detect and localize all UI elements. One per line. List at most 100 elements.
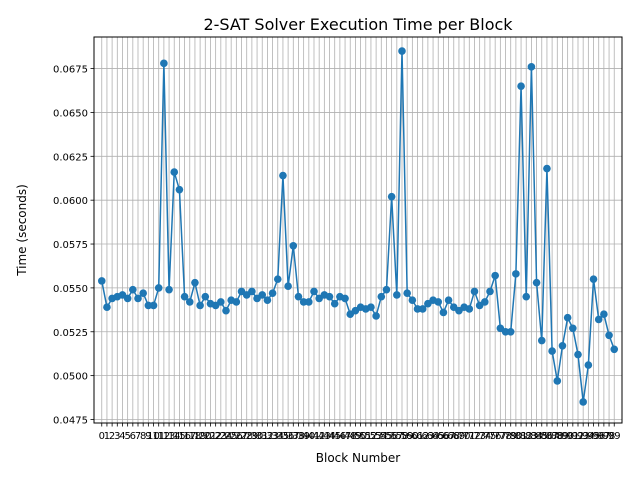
data-point [289,241,298,250]
x-tick-label: 27 [235,431,248,442]
data-point [398,47,406,55]
x-tick-label: 58 [396,431,409,442]
x-tick-label: 3 [114,431,120,442]
data-point [605,331,613,340]
x-tick-label: 2 [109,431,115,442]
data-point [185,298,194,306]
x-tick-label: 57 [390,431,403,442]
data-point [103,303,111,312]
x-tick-label: 55 [380,431,393,442]
data-point [201,292,210,301]
data-point [258,291,267,299]
x-tick-label: 24 [220,431,233,442]
data-point [123,294,132,303]
data-point [418,305,427,313]
data-point [594,315,603,324]
x-tick-label: 70 [458,431,471,442]
x-tick-label: 10 [147,431,160,442]
y-axis: 0.0475 0.0500 0.0525 0.0550 0.0575 0.0600 0.06… [53,65,94,426]
x-tick-label: 5 [124,431,130,442]
x-tick-label: 45 [328,431,341,442]
x-tick-label: 66 [437,431,450,442]
x-tick-label: 21 [204,431,217,442]
x-tick-label: 25 [225,431,238,442]
data-point [537,336,546,345]
x-tick-label: 28 [240,431,253,442]
grid-layer [94,37,622,423]
x-tick-label: 89 [556,431,569,442]
data-point [180,292,189,301]
data-point [273,275,282,283]
y-tick-label: 0.0575 [53,240,88,251]
data-point [196,301,204,310]
x-tick-label: 97 [598,431,611,442]
x-tick-label: 0 [99,431,105,442]
data-point [491,271,499,280]
x-tick-label: 86 [541,431,554,442]
data-point [522,292,531,301]
data-point [600,310,608,319]
x-tick-label: 30 [251,431,264,442]
data-point [589,275,598,283]
x-tick-label: 19 [194,431,207,442]
x-tick-label: 8 [140,431,146,442]
y-tick-label: 0.0600 [53,196,88,207]
y-axis-label: Time (seconds) [15,184,29,277]
data-point [408,296,417,304]
x-tick-label: 54 [375,431,388,442]
x-tick-label: 84 [530,431,543,442]
x-tick-label: 20 [199,431,212,442]
x-tick-label: 51 [359,431,372,442]
data-point [191,278,199,287]
x-tick-label: 71 [463,431,476,442]
data-point [129,285,137,294]
data-point [610,345,619,354]
data-point [325,292,334,301]
data-point [149,301,158,310]
data-point [439,308,448,317]
x-tick-label: 56 [385,431,398,442]
x-tick-label: 50 [354,431,367,442]
x-tick-label: 9 [145,431,151,442]
x-tick-label: 31 [256,431,269,442]
x-tick-label: 64 [427,431,440,442]
data-point [263,296,272,304]
data-point [584,361,593,369]
x-tick-label: 15 [173,431,186,442]
x-tick-label: 36 [282,431,295,442]
x-tick-label: 77 [494,431,507,442]
x-tick-label: 65 [432,431,445,442]
data-point [170,168,179,176]
x-tick-label: 4 [119,431,125,442]
series-layer [97,47,619,406]
x-tick-label: 6 [130,431,136,442]
x-tick-label: 61 [411,431,424,442]
data-point [481,298,489,306]
x-tick-label: 80 [510,431,523,442]
data-point [175,185,184,194]
x-tick-label: 33 [266,431,279,442]
data-point [444,296,453,304]
data-point [579,398,587,406]
x-tick-label: 12 [158,431,171,442]
data-point [382,285,391,294]
x-axis: 0123456789101112131415161718192021222324… [99,423,621,442]
x-tick-label: 47 [339,431,352,442]
x-tick-label: 41 [308,431,321,442]
x-tick-label: 63 [422,431,435,442]
data-point [517,82,525,90]
x-tick-label: 90 [561,431,574,442]
x-tick-label: 52 [365,431,378,442]
x-tick-label: 7 [135,431,141,442]
x-tick-label: 16 [178,431,191,442]
data-point [563,313,572,322]
data-point [154,284,163,292]
y-tick-label: 0.0625 [53,152,88,163]
x-tick-label: 79 [504,431,517,442]
data-point [248,287,256,296]
x-tick-label: 22 [209,431,222,442]
x-tick-label: 11 [152,431,165,442]
data-point [372,312,380,320]
data-point [548,347,556,355]
